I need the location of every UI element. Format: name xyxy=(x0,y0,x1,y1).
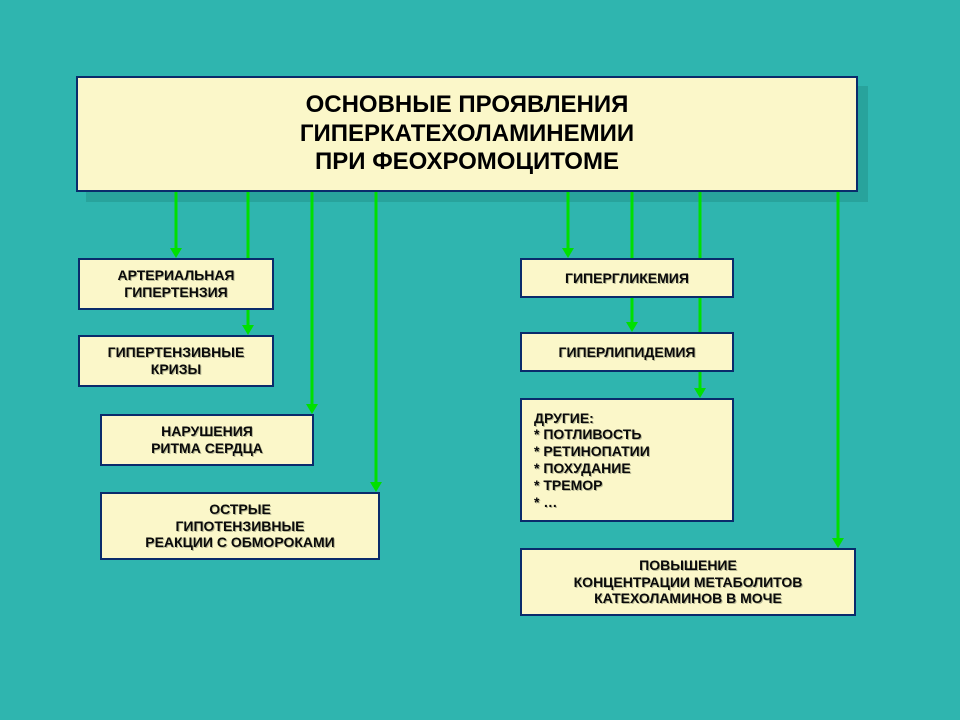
child-box-hypertensive-crises: ГИПЕРТЕНЗИВНЫЕ КРИЗЫ xyxy=(78,335,274,387)
arrow-head-hypertensive-crises xyxy=(242,325,254,335)
arrow-head-metabolites xyxy=(832,538,844,548)
diagram-stage: ОСНОВНЫЕ ПРОЯВЛЕНИЯ ГИПЕРКАТЕХОЛАМИНЕМИИ… xyxy=(0,0,960,720)
arrow-head-arterial-hypertension xyxy=(170,248,182,258)
arrow-head-hypotensive-reactions xyxy=(370,482,382,492)
arrow-head-others xyxy=(694,388,706,398)
arrow-head-hyperlipidemia xyxy=(626,322,638,332)
child-box-arterial-hypertension: АРТЕРИАЛЬНАЯ ГИПЕРТЕНЗИЯ xyxy=(78,258,274,310)
child-box-others: ДРУГИЕ: * ПОТЛИВОСТЬ * РЕТИНОПАТИИ * ПОХ… xyxy=(520,398,734,522)
arrow-head-arrhythmia xyxy=(306,404,318,414)
arrow-head-hyperglycemia xyxy=(562,248,574,258)
child-box-metabolites: ПОВЫШЕНИЕ КОНЦЕНТРАЦИИ МЕТАБОЛИТОВ КАТЕХ… xyxy=(520,548,856,616)
child-box-arrhythmia: НАРУШЕНИЯ РИТМА СЕРДЦА xyxy=(100,414,314,466)
child-box-hyperlipidemia: ГИПЕРЛИПИДЕМИЯ xyxy=(520,332,734,372)
title-box: ОСНОВНЫЕ ПРОЯВЛЕНИЯ ГИПЕРКАТЕХОЛАМИНЕМИИ… xyxy=(76,76,858,192)
child-box-hypotensive-reactions: ОСТРЫЕ ГИПОТЕНЗИВНЫЕ РЕАКЦИИ С ОБМОРОКАМ… xyxy=(100,492,380,560)
child-box-hyperglycemia: ГИПЕРГЛИКЕМИЯ xyxy=(520,258,734,298)
